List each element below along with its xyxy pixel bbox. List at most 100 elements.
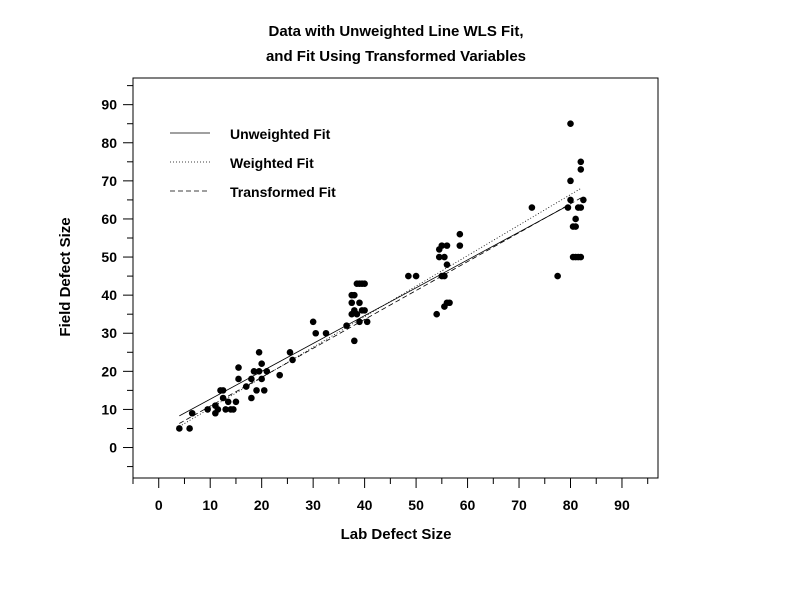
data-point <box>255 368 263 375</box>
data-point <box>276 371 283 379</box>
data-point <box>361 307 368 314</box>
data-point <box>188 409 196 417</box>
data-point <box>433 310 440 318</box>
x-tick-label: 50 <box>408 497 424 513</box>
x-axis-ticks: 0 10 20 30 40 50 60 70 80 90 <box>132 478 649 513</box>
x-tick-label: 20 <box>254 497 270 513</box>
legend-label-unweighted: Unweighted Fit <box>230 126 331 142</box>
data-point <box>312 329 320 337</box>
x-tick-label: 10 <box>202 497 218 513</box>
y-axis-ticks: 0 10 20 30 40 50 60 70 80 90 <box>101 85 133 468</box>
data-point <box>361 280 368 288</box>
data-point <box>577 253 585 261</box>
fit-line-solid <box>179 205 569 417</box>
data-point <box>204 406 211 413</box>
data-point <box>219 387 227 394</box>
data-point <box>443 242 451 249</box>
data-point <box>441 272 448 280</box>
data-point <box>441 253 448 261</box>
data-point <box>263 368 271 375</box>
x-tick-label: 0 <box>155 497 163 513</box>
data-point <box>356 299 363 307</box>
y-tick-label: 60 <box>101 211 117 227</box>
legend: Unweighted Fit Weighted Fit Transformed … <box>170 126 336 200</box>
x-tick-label: 60 <box>460 497 476 513</box>
data-point <box>564 204 572 211</box>
data-points <box>176 120 587 432</box>
legend-label-weighted: Weighted Fit <box>230 155 314 171</box>
data-point <box>528 204 536 211</box>
data-point <box>286 348 294 356</box>
data-point <box>235 375 242 383</box>
data-point <box>248 375 255 383</box>
data-point <box>567 177 574 185</box>
y-tick-label: 70 <box>101 173 117 189</box>
data-point <box>348 299 356 307</box>
data-point <box>572 223 579 230</box>
x-tick-label: 80 <box>563 497 579 513</box>
data-point <box>214 406 222 413</box>
data-point <box>343 322 350 329</box>
fit-line-dashed <box>179 197 581 424</box>
y-tick-label: 80 <box>101 135 117 151</box>
data-point <box>235 364 242 371</box>
data-point <box>577 158 585 166</box>
data-point <box>255 348 263 356</box>
x-tick-label: 40 <box>357 497 373 513</box>
data-point <box>554 272 561 280</box>
y-tick-label: 90 <box>101 97 117 113</box>
data-point <box>405 272 412 280</box>
data-point <box>242 383 250 390</box>
y-tick-label: 20 <box>101 363 117 379</box>
data-point <box>224 398 232 406</box>
data-point <box>351 337 358 345</box>
data-point <box>412 272 420 280</box>
y-tick-label: 40 <box>101 287 117 303</box>
data-point <box>456 230 464 238</box>
x-tick-label: 90 <box>614 497 630 513</box>
data-point <box>248 394 255 402</box>
data-point <box>577 166 585 173</box>
data-point <box>446 299 453 307</box>
data-point <box>322 329 330 337</box>
data-point <box>567 196 574 204</box>
data-point <box>232 398 240 406</box>
data-point <box>577 204 585 211</box>
chart-title-line-1: Data with Unweighted Line WLS Fit, <box>269 23 524 40</box>
y-tick-label: 10 <box>101 401 117 417</box>
data-point <box>353 310 361 318</box>
data-point <box>351 291 358 299</box>
data-point <box>258 375 265 383</box>
x-tick-label: 30 <box>305 497 321 513</box>
legend-label-transformed: Transformed Fit <box>230 184 336 200</box>
data-point <box>222 406 229 413</box>
data-point <box>456 242 464 249</box>
x-tick-label: 70 <box>511 497 527 513</box>
data-point <box>572 215 579 223</box>
data-point <box>567 120 574 128</box>
data-point <box>230 406 237 413</box>
y-tick-label: 0 <box>109 440 117 456</box>
y-axis-label: Field Defect Size <box>57 217 74 336</box>
plot-frame <box>132 77 659 479</box>
data-point <box>250 368 258 375</box>
data-point <box>258 360 265 368</box>
data-point <box>438 242 446 249</box>
data-point <box>443 261 451 268</box>
data-point <box>580 196 587 204</box>
fit-lines <box>179 188 581 427</box>
data-point <box>219 394 227 402</box>
data-point <box>363 318 371 326</box>
chart-title-line-2: and Fit Using Transformed Variables <box>266 48 526 65</box>
data-point <box>253 387 260 394</box>
data-point <box>260 387 268 394</box>
data-point <box>186 425 193 432</box>
data-point <box>356 318 363 326</box>
y-tick-label: 50 <box>101 249 117 265</box>
y-tick-label: 30 <box>101 325 117 341</box>
data-point <box>309 318 317 326</box>
data-point <box>176 425 183 432</box>
x-axis-label: Lab Defect Size <box>341 526 452 543</box>
data-point <box>435 253 443 261</box>
